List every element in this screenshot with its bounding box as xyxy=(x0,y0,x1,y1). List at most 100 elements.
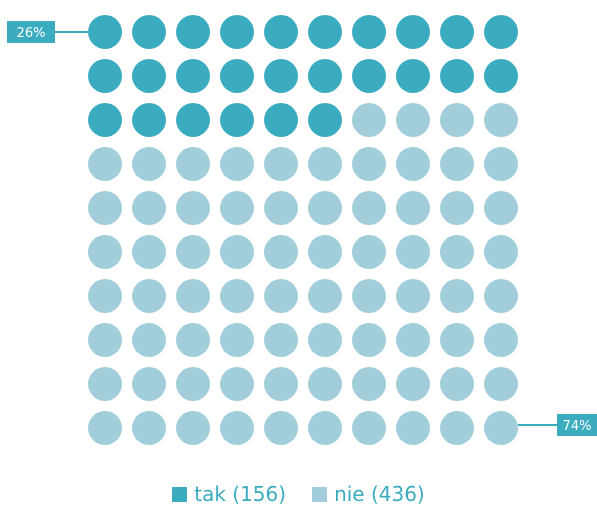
dot-nie xyxy=(440,235,474,269)
dot-tak xyxy=(484,15,518,49)
dot-tak xyxy=(220,59,254,93)
dot-nie xyxy=(484,367,518,401)
dot-nie xyxy=(264,235,298,269)
dot-nie xyxy=(440,411,474,445)
dot-nie xyxy=(352,235,386,269)
dot-tak xyxy=(396,15,430,49)
dot-nie xyxy=(484,323,518,357)
dot-nie xyxy=(352,279,386,313)
legend-swatch-nie xyxy=(312,486,328,502)
waffle-chart: 26% 74% xyxy=(7,15,597,445)
dot-nie xyxy=(352,147,386,181)
dot-nie xyxy=(484,411,518,445)
dot-nie xyxy=(176,191,210,225)
callout-nie: 74% xyxy=(518,414,597,436)
dot-nie xyxy=(220,323,254,357)
dot-nie xyxy=(484,147,518,181)
callout-tak: 26% xyxy=(7,21,88,43)
dot-tak xyxy=(132,59,166,93)
dot-tak xyxy=(440,15,474,49)
dot-nie xyxy=(88,411,122,445)
dot-nie xyxy=(264,147,298,181)
dot-nie xyxy=(176,147,210,181)
dot-nie xyxy=(132,323,166,357)
dot-nie xyxy=(484,279,518,313)
dot-tak xyxy=(88,59,122,93)
dot-nie xyxy=(484,191,518,225)
dot-nie xyxy=(440,323,474,357)
dot-nie xyxy=(396,147,430,181)
legend-label-nie: nie (436) xyxy=(334,482,425,506)
dot-nie xyxy=(396,323,430,357)
dot-nie xyxy=(88,191,122,225)
dot-nie xyxy=(352,191,386,225)
dot-tak xyxy=(308,15,342,49)
dot-tak xyxy=(264,103,298,137)
dot-tak xyxy=(220,103,254,137)
dot-nie xyxy=(352,411,386,445)
dot-nie xyxy=(308,323,342,357)
dot-tak xyxy=(176,103,210,137)
dot-tak xyxy=(220,15,254,49)
dot-nie xyxy=(396,235,430,269)
dot-nie xyxy=(88,323,122,357)
dot-tak xyxy=(308,103,342,137)
dot-nie xyxy=(220,191,254,225)
dot-nie xyxy=(132,147,166,181)
dot-nie xyxy=(396,367,430,401)
dot-nie xyxy=(484,235,518,269)
dot-nie xyxy=(440,279,474,313)
dot-nie xyxy=(352,103,386,137)
dot-nie xyxy=(176,323,210,357)
dot-nie xyxy=(132,411,166,445)
dot-tak xyxy=(440,59,474,93)
dot-tak xyxy=(352,15,386,49)
dot-nie xyxy=(308,279,342,313)
legend-item-nie: nie (436) xyxy=(312,482,425,506)
dot-tak xyxy=(176,59,210,93)
dot-tak xyxy=(132,103,166,137)
callout-tak-label: 26% xyxy=(17,26,46,41)
dot-grid xyxy=(88,15,518,445)
dot-nie xyxy=(352,323,386,357)
dot-nie xyxy=(264,411,298,445)
dot-tak xyxy=(308,59,342,93)
dot-nie xyxy=(264,367,298,401)
dot-nie xyxy=(88,279,122,313)
dot-tak xyxy=(88,15,122,49)
dot-tak xyxy=(132,15,166,49)
dot-nie xyxy=(308,367,342,401)
callout-nie-box xyxy=(557,414,597,436)
dot-nie xyxy=(440,191,474,225)
legend-label-tak: tak (156) xyxy=(194,482,287,506)
dot-tak xyxy=(352,59,386,93)
dot-nie xyxy=(308,235,342,269)
callout-tak-box xyxy=(7,21,55,43)
dot-tak xyxy=(264,15,298,49)
dot-nie xyxy=(220,235,254,269)
dot-nie xyxy=(484,103,518,137)
dot-nie xyxy=(264,191,298,225)
dot-nie xyxy=(176,279,210,313)
dot-nie xyxy=(396,103,430,137)
dot-nie xyxy=(440,367,474,401)
dot-tak xyxy=(176,15,210,49)
dot-nie xyxy=(440,147,474,181)
dot-tak xyxy=(484,59,518,93)
dot-nie xyxy=(132,235,166,269)
dot-nie xyxy=(176,411,210,445)
dot-nie xyxy=(440,103,474,137)
dot-nie xyxy=(88,235,122,269)
dot-nie xyxy=(220,411,254,445)
dot-nie xyxy=(396,411,430,445)
dot-nie xyxy=(220,147,254,181)
dot-nie xyxy=(132,279,166,313)
dot-tak xyxy=(88,103,122,137)
dot-nie xyxy=(220,279,254,313)
legend-swatch-tak xyxy=(172,486,188,502)
dot-nie xyxy=(132,367,166,401)
dot-nie xyxy=(176,235,210,269)
legend-item-tak: tak (156) xyxy=(172,482,286,506)
dot-nie xyxy=(88,147,122,181)
legend: tak (156) nie (436) xyxy=(0,482,597,506)
